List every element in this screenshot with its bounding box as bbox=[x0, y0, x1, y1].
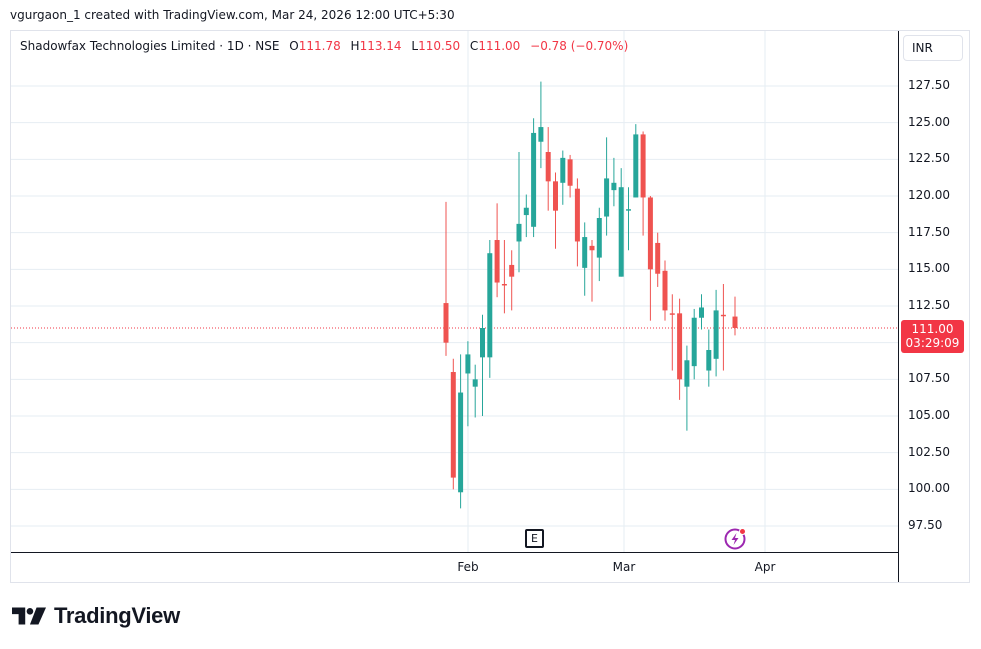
candle[interactable] bbox=[480, 314, 485, 417]
candlestick-plot[interactable] bbox=[11, 31, 898, 552]
candle[interactable] bbox=[604, 137, 610, 236]
price-tick-label: 105.00 bbox=[908, 408, 950, 422]
chart-pane[interactable] bbox=[11, 31, 898, 552]
price-tick-label: 97.50 bbox=[908, 518, 943, 532]
price-tick-label: 125.00 bbox=[908, 114, 950, 129]
candle[interactable] bbox=[706, 329, 712, 387]
price-axis[interactable] bbox=[898, 31, 970, 582]
candle[interactable] bbox=[567, 154, 573, 198]
price-tick-label: 102.50 bbox=[908, 444, 950, 459]
candle[interactable] bbox=[501, 240, 507, 314]
candle[interactable] bbox=[618, 168, 624, 277]
candle[interactable] bbox=[626, 187, 631, 251]
candle[interactable] bbox=[647, 196, 653, 321]
candle[interactable] bbox=[582, 222, 588, 296]
lightning-icon[interactable] bbox=[723, 527, 747, 551]
candle[interactable] bbox=[655, 232, 661, 287]
price-tick-label: 100.00 bbox=[908, 481, 950, 496]
candle[interactable] bbox=[450, 358, 456, 490]
candle[interactable] bbox=[443, 201, 449, 356]
time-axis[interactable] bbox=[11, 552, 898, 583]
candle[interactable] bbox=[633, 124, 639, 198]
candle[interactable] bbox=[589, 240, 595, 302]
candle[interactable] bbox=[516, 152, 522, 273]
price-tick-label: 107.50 bbox=[908, 371, 950, 386]
chart-frame bbox=[10, 30, 970, 583]
candle[interactable] bbox=[713, 289, 719, 377]
price-tick-label: 112.50 bbox=[908, 298, 950, 312]
price-tick-label: 115.00 bbox=[908, 261, 950, 276]
candle[interactable] bbox=[720, 284, 726, 371]
candle[interactable] bbox=[596, 207, 602, 282]
candle[interactable] bbox=[677, 298, 683, 400]
candle[interactable] bbox=[494, 203, 500, 298]
last-price-tag: 111.00 03:29:09 bbox=[901, 320, 964, 353]
candle[interactable] bbox=[640, 131, 646, 236]
candle[interactable] bbox=[732, 296, 738, 336]
tradingview-wordmark: TradingView bbox=[54, 603, 180, 628]
high-value: 113.14 bbox=[359, 39, 402, 53]
tradingview-logo[interactable]: TradingView bbox=[12, 603, 180, 629]
candle[interactable] bbox=[509, 250, 515, 311]
low-label: L bbox=[411, 39, 419, 53]
ohlc-legend: Shadowfax Technologies Limited · 1D · NS… bbox=[20, 39, 628, 53]
candle[interactable] bbox=[472, 364, 478, 418]
time-label-apr: Apr bbox=[754, 560, 776, 574]
candle[interactable] bbox=[684, 345, 690, 431]
candle[interactable] bbox=[538, 81, 544, 169]
bar-countdown: 03:29:09 bbox=[905, 336, 960, 350]
open-value: 111.78 bbox=[298, 39, 341, 53]
price-tick-label: 117.50 bbox=[908, 224, 950, 239]
earnings-marker[interactable]: E bbox=[525, 529, 544, 548]
tradingview-mark-icon bbox=[12, 607, 46, 625]
last-price-value: 111.00 bbox=[911, 322, 954, 336]
price-tick-label: 120.00 bbox=[908, 188, 950, 202]
currency-button[interactable]: INR bbox=[903, 35, 963, 61]
close-value: 111.00 bbox=[478, 39, 521, 53]
candle[interactable] bbox=[574, 178, 580, 267]
candle[interactable] bbox=[465, 341, 471, 427]
time-label-feb: Feb bbox=[457, 560, 479, 574]
price-tick-label: 122.50 bbox=[908, 151, 950, 166]
low-value: 110.50 bbox=[418, 39, 461, 53]
chart-credit: vgurgaon_1 created with TradingView.com,… bbox=[10, 8, 455, 22]
candle[interactable] bbox=[669, 294, 675, 371]
open-label: O bbox=[289, 39, 299, 53]
time-label-mar: Mar bbox=[612, 560, 636, 574]
candle[interactable] bbox=[487, 240, 493, 378]
candle[interactable] bbox=[553, 172, 558, 249]
candle[interactable] bbox=[531, 118, 537, 238]
symbol-title: Shadowfax Technologies Limited · 1D · NS… bbox=[20, 39, 280, 53]
close-label: C bbox=[469, 39, 479, 53]
candle[interactable] bbox=[458, 354, 464, 509]
candle[interactable] bbox=[560, 150, 566, 205]
candle[interactable] bbox=[545, 127, 551, 211]
candle[interactable] bbox=[662, 260, 668, 321]
candle[interactable] bbox=[611, 157, 617, 207]
price-tick-label: 127.50 bbox=[908, 78, 950, 92]
candle[interactable] bbox=[523, 194, 529, 238]
change-value: −0.78 (−0.70%) bbox=[530, 39, 629, 53]
candle[interactable] bbox=[699, 294, 704, 330]
high-label: H bbox=[350, 39, 360, 53]
candle[interactable] bbox=[691, 308, 697, 380]
